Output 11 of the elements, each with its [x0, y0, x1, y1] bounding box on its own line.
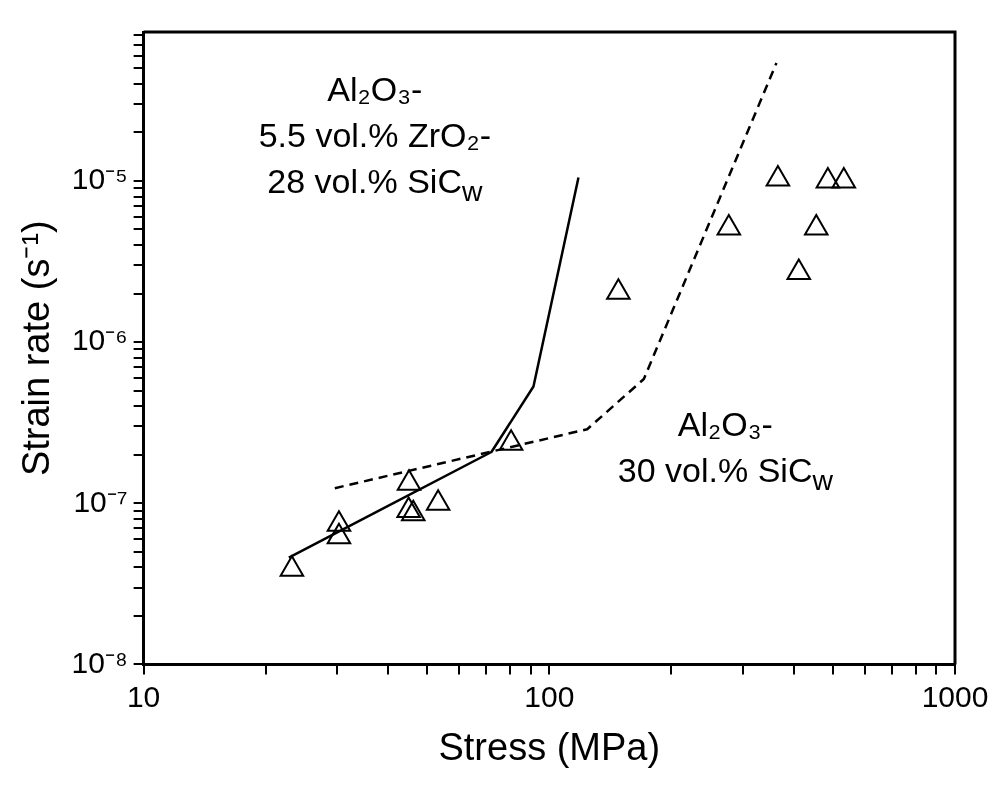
x-tick-label: 100 [524, 679, 575, 713]
annotation: Al₂O₃- 5.5 vol.% ZrO₂- 28 vol.% SiC$_{w}$ [258, 68, 492, 209]
y-tick-label: 10⁻⁶ [71, 323, 128, 357]
y-tick-label: 10⁻⁷ [73, 484, 128, 518]
x-tick-label: 10 [126, 679, 161, 713]
y-axis-title: Strain rate (s⁻¹) [15, 220, 58, 477]
x-tick-label: 1000 [921, 679, 989, 713]
y-tick-label: 10⁻⁵ [71, 162, 128, 196]
y-tick-label: 10⁻⁸ [71, 645, 128, 679]
x-axis-title: Stress (MPa) [438, 725, 661, 768]
annotation: Al₂O₃- 30 vol.% SiC$_{w}$ [617, 404, 833, 498]
